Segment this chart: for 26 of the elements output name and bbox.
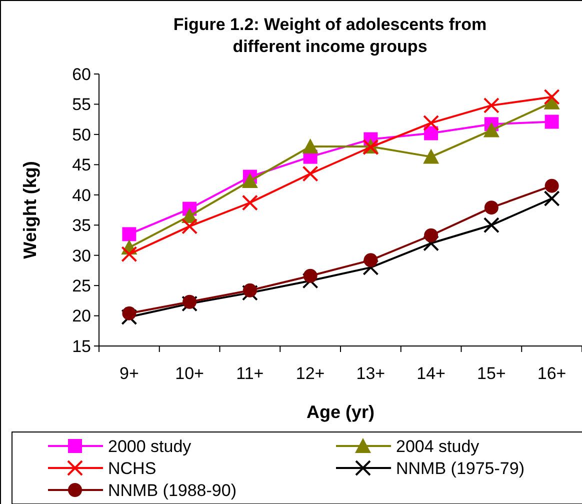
x-axis-title: Age (yr) [306,402,375,422]
legend-label: NCHS [108,458,156,478]
legend-label: NNMB (1988-90) [108,480,236,500]
chart-title: Figure 1.2: Weight of adolescents from different income groups [173,15,487,56]
y-tick-label: 40 [72,186,91,205]
y-tick-label: 55 [72,95,91,114]
y-tick-label: 35 [72,216,91,236]
x-tick-label: 15+ [477,364,506,383]
x-tick-label: 10+ [175,364,204,383]
y-tick-label: 45 [72,156,91,175]
x-tick-label: 9+ [119,364,139,383]
legend-label: 2004 study [396,436,480,456]
legend-label: NNMB (1975-79) [396,458,524,478]
x-tick-label: 13+ [356,364,386,383]
y-tick-label: 30 [72,246,91,266]
y-tick-label: 50 [72,125,91,144]
x-tick-label: 16+ [537,364,566,383]
y-tick-label: 60 [72,64,91,84]
y-tick-label: 20 [72,306,91,326]
x-tick-label: 14+ [416,364,446,383]
legend-label: 2000 study [108,436,192,456]
x-tick-label: 11+ [236,364,264,383]
y-tick-label: 15 [72,336,91,356]
y-tick-label: 25 [72,276,91,296]
x-tick-label: 12+ [296,364,325,383]
y-axis-title: Weight (kg) [20,161,40,259]
